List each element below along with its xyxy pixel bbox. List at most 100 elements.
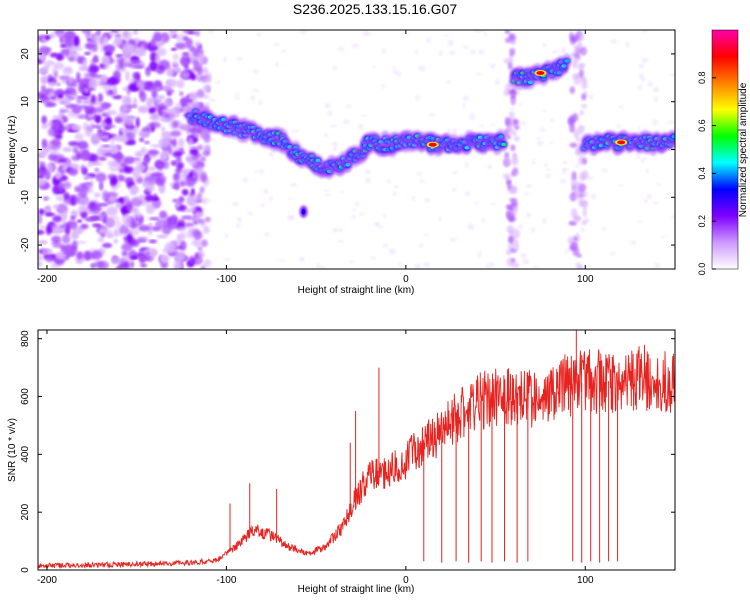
- spectral-blob: [644, 198, 649, 203]
- spectral-blob: [364, 169, 371, 174]
- spectral-blob: [360, 114, 367, 117]
- spectral-blob: [416, 171, 423, 176]
- spectral-blob: [151, 225, 162, 232]
- spectral-blob: [337, 239, 344, 243]
- snr-frame: [37, 329, 676, 571]
- spectral-blob: [113, 228, 119, 237]
- spectral-blob: [74, 185, 80, 192]
- spectral-blob: [93, 106, 105, 113]
- spectral-blob: [548, 141, 553, 145]
- spectral-blob: [372, 65, 376, 68]
- spectral-blob: [101, 242, 113, 249]
- spectral-blob: [150, 173, 157, 180]
- spectral-blob: [578, 69, 584, 78]
- spectral-blob: [80, 223, 89, 230]
- spectral-blob: [579, 62, 586, 68]
- spectral-blob: [66, 220, 78, 230]
- spectral-blob: [60, 244, 66, 252]
- spectral-blob: [397, 262, 402, 267]
- spectral-blob: [617, 140, 626, 145]
- spectral-blob: [71, 104, 82, 114]
- spectral-blob: [509, 107, 516, 111]
- spectral-blob: [450, 237, 457, 242]
- spectral-blob: [76, 114, 88, 119]
- spectral-blob: [129, 228, 140, 236]
- spectral-blob: [92, 223, 102, 228]
- spectral-blob: [105, 233, 115, 239]
- spectral-blob: [144, 140, 150, 145]
- spectral-blob: [161, 248, 171, 254]
- spectral-blob: [235, 92, 241, 96]
- spectral-blob: [121, 213, 132, 225]
- spectral-blob: [161, 131, 173, 137]
- spectral-blob: [121, 250, 128, 257]
- spectral-blob: [470, 49, 477, 55]
- spectral-blob: [156, 234, 168, 239]
- spectral-blob: [175, 251, 186, 260]
- colorbar-tick-label: 0.2: [697, 215, 707, 228]
- spectral-blob: [146, 97, 154, 109]
- spectral-blob: [481, 217, 486, 223]
- spectral-blob: [333, 146, 338, 151]
- spectral-blob: [101, 144, 112, 148]
- spectral-blob: [114, 117, 123, 123]
- spectral-blob: [187, 145, 199, 150]
- spectral-blob: [159, 150, 169, 162]
- spectral-blob: [572, 33, 580, 43]
- spectral-blob: [151, 197, 160, 201]
- spectral-blob: [192, 173, 197, 180]
- spectral-blob: [569, 86, 575, 94]
- spectral-blob: [236, 56, 243, 61]
- spectral-blob: [73, 47, 84, 51]
- spectral-blob: [63, 66, 73, 72]
- spectral-blob: [171, 137, 177, 148]
- spectral-blob: [145, 194, 155, 202]
- spectral-blob: [141, 127, 151, 132]
- spectral-blob: [652, 119, 658, 126]
- spectral-blob: [423, 233, 430, 237]
- spectral-blob: [324, 133, 328, 138]
- spectral-blob: [80, 96, 88, 100]
- spectral-blob: [171, 60, 178, 66]
- spectral-blob: [75, 78, 81, 83]
- spectral-blob: [181, 188, 189, 196]
- spectral-blob: [40, 53, 45, 62]
- spectral-blob: [570, 208, 578, 219]
- spectral-blob: [119, 107, 128, 119]
- spectral-blob: [53, 222, 61, 229]
- spectral-blob: [345, 104, 352, 108]
- spectral-blob: [204, 144, 210, 152]
- spectral-blob: [45, 226, 52, 235]
- spectral-blob: [80, 149, 91, 161]
- y-tick-label: 600: [20, 388, 31, 405]
- spectral-blob: [509, 48, 516, 56]
- x-tick-label: -200: [37, 274, 57, 285]
- spectral-blob: [163, 113, 171, 120]
- spectral-blob: [494, 79, 500, 85]
- spectral-blob: [259, 203, 266, 207]
- spectral-blob: [111, 256, 120, 265]
- spectral-blob: [41, 138, 46, 147]
- spectral-blob: [45, 212, 56, 217]
- spectral-blob: [85, 31, 93, 41]
- spectral-blob: [512, 153, 518, 162]
- spectral-blob: [518, 103, 523, 106]
- spectral-blob: [139, 263, 148, 268]
- spectral-blob: [352, 208, 356, 212]
- spectral-blob: [192, 93, 198, 104]
- spectral-blob: [299, 257, 305, 260]
- spectral-blob: [76, 140, 89, 150]
- spectral-blob: [330, 124, 338, 128]
- spectral-blob: [505, 134, 512, 140]
- spectral-blob: [76, 258, 81, 263]
- spectral-blob: [47, 91, 56, 97]
- spectral-blob: [438, 216, 442, 221]
- spectral-blob: [259, 169, 265, 174]
- spectral-blob: [173, 180, 181, 191]
- spectral-blob: [68, 141, 79, 147]
- spectral-blob: [569, 142, 578, 148]
- spectral-blob: [38, 178, 47, 186]
- spectral-blob: [181, 71, 190, 79]
- x-tick-label: -200: [37, 575, 57, 586]
